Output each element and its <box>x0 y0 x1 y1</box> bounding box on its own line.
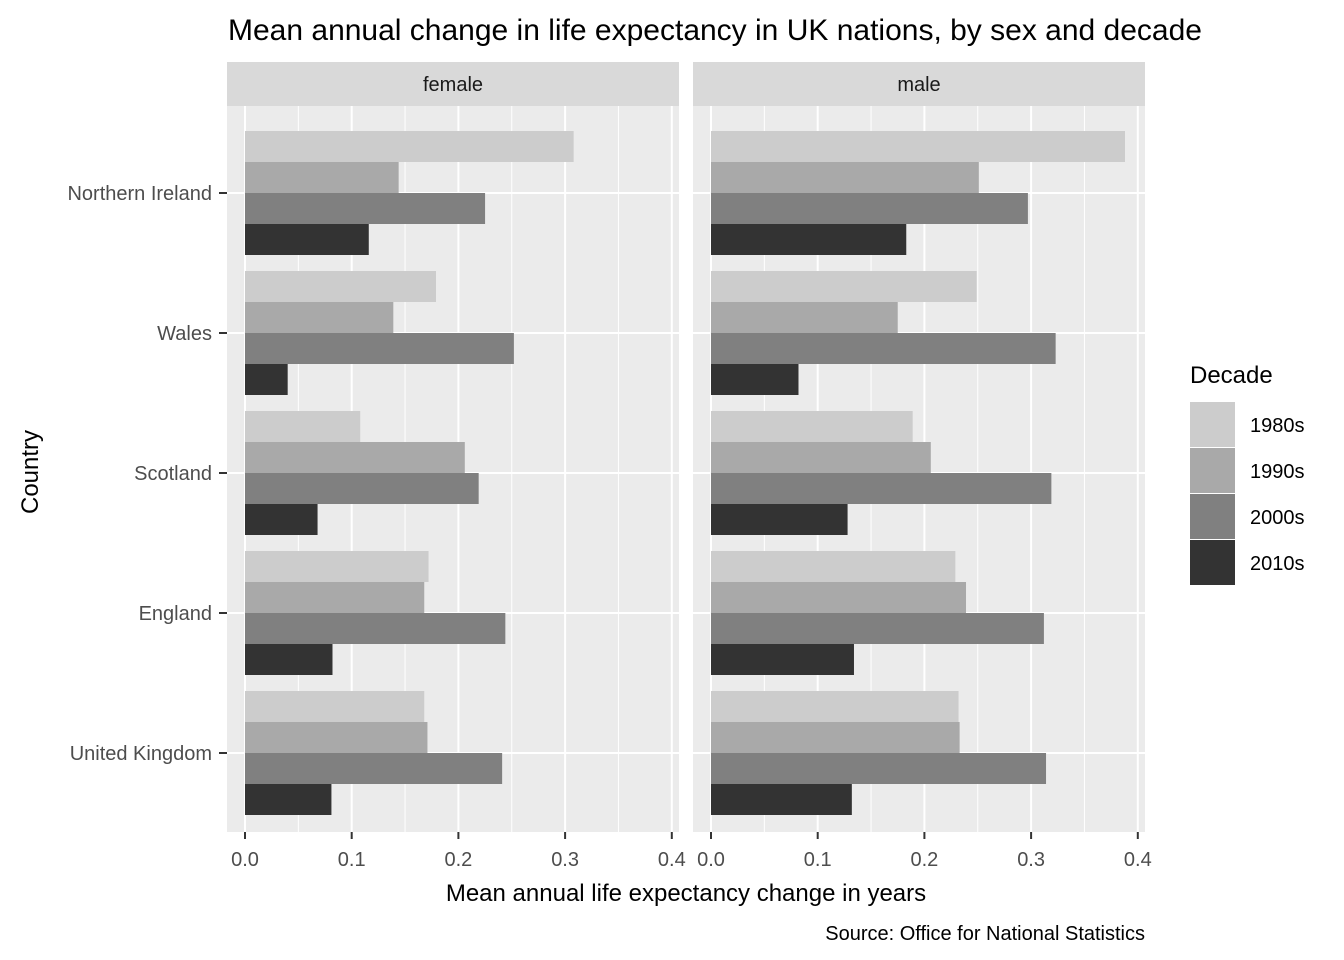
bar-female-scotland-1990s <box>245 442 465 473</box>
legend: Decade 1980s 1990s 2000s 2010s <box>1190 362 1305 585</box>
bar-male-england-1980s <box>711 551 956 582</box>
bar-female-northern-ireland-2010s <box>245 224 369 255</box>
bar-male-northern-ireland-1990s <box>711 162 979 193</box>
x-tick-label: 0.2 <box>444 849 472 871</box>
bar-male-england-2000s <box>711 613 1044 644</box>
y-axis-title: Country <box>17 430 44 514</box>
legend-title: Decade <box>1190 362 1273 389</box>
bar-male-northern-ireland-2000s <box>711 193 1028 224</box>
bar-female-scotland-1980s <box>245 411 361 442</box>
legend-key-1990s <box>1190 448 1235 493</box>
bar-female-northern-ireland-1980s <box>245 131 574 162</box>
bar-female-wales-2010s <box>245 364 288 395</box>
x-tick-label: 0.0 <box>231 849 259 871</box>
bar-female-england-2010s <box>245 644 333 675</box>
bar-male-wales-2010s <box>711 364 799 395</box>
bar-female-northern-ireland-1990s <box>245 162 399 193</box>
x-tick-label: 0.1 <box>804 849 832 871</box>
panel-strip-label: female <box>423 74 483 96</box>
bar-female-wales-1980s <box>245 271 436 302</box>
bar-female-wales-1990s <box>245 302 394 333</box>
panel-strip-label: male <box>897 74 940 96</box>
legend-label-2000s: 2000s <box>1250 507 1305 529</box>
bar-male-wales-1990s <box>711 302 898 333</box>
x-tick-label: 0.1 <box>338 849 366 871</box>
bar-male-england-1990s <box>711 582 967 613</box>
bar-male-united-kingdom-1990s <box>711 722 960 753</box>
panels-group: female 0.0 0.1 0.2 0.3 0.4 male 0.0 0.1 0.2 0.3 0.4 <box>227 62 1152 871</box>
x-axis-title: Mean annual life expectancy change in ye… <box>446 880 926 907</box>
bar-male-northern-ireland-1980s <box>711 131 1125 162</box>
bar-female-united-kingdom-1990s <box>245 722 428 753</box>
panel-female: female 0.0 0.1 0.2 0.3 0.4 <box>227 62 686 871</box>
bar-female-scotland-2000s <box>245 473 479 504</box>
y-tick-label: Northern Ireland <box>67 183 212 205</box>
bar-male-united-kingdom-1980s <box>711 691 959 722</box>
x-tick-label: 0.3 <box>551 849 579 871</box>
bar-male-united-kingdom-2000s <box>711 753 1047 784</box>
bar-female-england-2000s <box>245 613 506 644</box>
bar-male-northern-ireland-2010s <box>711 224 907 255</box>
chart-title: Mean annual change in life expectancy in… <box>228 14 1202 47</box>
legend-key-2010s <box>1190 540 1235 585</box>
panel-strip <box>693 62 1145 106</box>
bar-female-scotland-2010s <box>245 504 318 535</box>
bar-female-england-1980s <box>245 551 429 582</box>
x-tick-label: 0.4 <box>658 849 686 871</box>
bar-male-scotland-1990s <box>711 442 931 473</box>
x-tick-label: 0.4 <box>1124 849 1152 871</box>
bar-female-united-kingdom-1980s <box>245 691 425 722</box>
legend-label-1990s: 1990s <box>1250 461 1305 483</box>
y-axis: Northern Ireland Wales Scotland England Unit… <box>67 183 227 765</box>
bar-female-united-kingdom-2000s <box>245 753 503 784</box>
x-tick-label: 0.0 <box>697 849 725 871</box>
bar-female-england-1990s <box>245 582 425 613</box>
bar-male-wales-2000s <box>711 333 1056 364</box>
x-tick-label: 0.3 <box>1017 849 1045 871</box>
bar-female-northern-ireland-2000s <box>245 193 486 224</box>
bar-male-wales-1980s <box>711 271 977 302</box>
y-tick-label: England <box>139 603 212 625</box>
panel-strip <box>227 62 679 106</box>
panel-male: male 0.0 0.1 0.2 0.3 0.4 <box>693 62 1152 871</box>
legend-key-2000s <box>1190 494 1235 539</box>
bar-male-scotland-2000s <box>711 473 1052 504</box>
bar-male-scotland-1980s <box>711 411 913 442</box>
y-tick-label: Scotland <box>134 463 212 485</box>
bar-male-united-kingdom-2010s <box>711 784 852 815</box>
bar-male-england-2010s <box>711 644 854 675</box>
bar-female-wales-2000s <box>245 333 514 364</box>
legend-key-1980s <box>1190 402 1235 447</box>
legend-label-2010s: 2010s <box>1250 553 1305 575</box>
legend-label-1980s: 1980s <box>1250 415 1305 437</box>
bar-male-scotland-2010s <box>711 504 848 535</box>
y-tick-label: Wales <box>157 323 212 345</box>
y-tick-label: United Kingdom <box>70 743 212 765</box>
bar-female-united-kingdom-2010s <box>245 784 332 815</box>
caption: Source: Office for National Statistics <box>825 923 1145 945</box>
x-tick-label: 0.2 <box>910 849 938 871</box>
